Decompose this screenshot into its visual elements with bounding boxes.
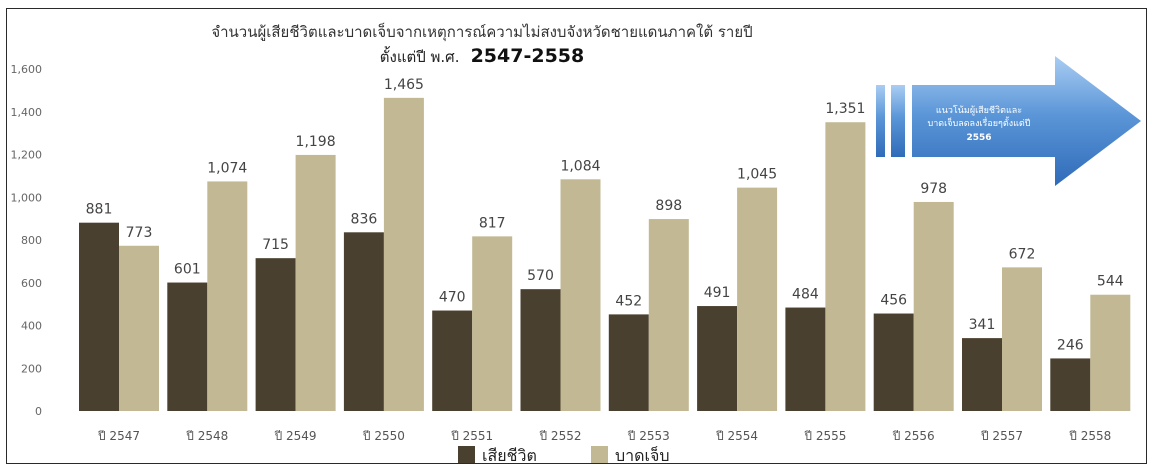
legend-swatch-deaths xyxy=(458,446,475,463)
y-tick-label: 1,600 xyxy=(11,63,43,76)
chart-subtitle: ตั้งแต่ปี พ.ศ. 2547-2558 xyxy=(380,45,584,67)
bar-injuries xyxy=(295,154,336,412)
x-tick-label: ปี 2548 xyxy=(186,429,229,443)
data-label-injuries: 1,198 xyxy=(296,134,336,150)
bar-injuries xyxy=(119,245,159,411)
bar-injuries xyxy=(1090,294,1131,411)
x-tick-label: ปี 2558 xyxy=(1069,429,1112,443)
data-label-injuries: 1,084 xyxy=(560,158,600,174)
bar-deaths xyxy=(167,282,208,411)
bar-injuries xyxy=(825,122,866,411)
data-label-deaths: 341 xyxy=(969,317,996,333)
x-tick-label: ปี 2550 xyxy=(362,429,405,443)
x-tick-label: ปี 2554 xyxy=(716,429,759,443)
data-label-deaths: 601 xyxy=(174,262,201,278)
x-axis: ปี 2547 ปี 2548 ปี 2549 ปี 2550 ปี 2551 ปี 25… xyxy=(97,429,1111,443)
data-label-injuries: 817 xyxy=(479,215,506,231)
chart-frame: จำนวนผู้เสียชีวิตและบาดเจ็บจากเหตุการณ์ค… xyxy=(6,8,1147,465)
x-tick-label: ปี 2556 xyxy=(892,429,935,443)
bar-deaths xyxy=(255,258,296,411)
data-label-deaths: 881 xyxy=(86,202,113,218)
y-tick-label: 1,400 xyxy=(11,106,43,119)
bar-injuries xyxy=(913,201,954,411)
data-label-deaths: 456 xyxy=(880,293,907,309)
data-label-deaths: 491 xyxy=(704,285,731,301)
bar-injuries xyxy=(560,179,601,411)
x-tick-label: ปี 2547 xyxy=(97,429,140,443)
legend-swatch-injuries xyxy=(591,446,608,463)
y-axis: 0 200 400 600 800 1,000 1,200 1,400 1,600 xyxy=(11,63,43,418)
legend-label-injuries: บาดเจ็บ xyxy=(615,445,670,465)
x-tick-label: ปี 2549 xyxy=(274,429,317,443)
bar-deaths xyxy=(962,338,1002,411)
bar-deaths xyxy=(873,313,914,411)
x-tick-label: ปี 2553 xyxy=(627,429,670,443)
y-tick-label: 800 xyxy=(21,234,42,247)
data-label-deaths: 470 xyxy=(439,290,466,306)
callout-line-3: 2556 xyxy=(966,133,991,143)
data-label-injuries: 978 xyxy=(920,181,947,197)
callout-stripe-1 xyxy=(876,85,885,157)
y-tick-label: 1,000 xyxy=(11,191,43,204)
y-tick-label: 0 xyxy=(35,405,42,418)
bar-injuries xyxy=(648,219,689,411)
x-tick-label: ปี 2555 xyxy=(804,429,847,443)
data-label-injuries: 1,351 xyxy=(825,101,865,117)
x-tick-label: ปี 2557 xyxy=(980,429,1023,443)
callout-arrow xyxy=(912,56,1141,186)
callout-line-2: บาดเจ็บลดลงเรื่อยๆตั้งแต่ปี xyxy=(928,116,1031,129)
bar-injuries xyxy=(383,97,424,411)
data-label-injuries: 773 xyxy=(126,225,153,241)
bar-deaths xyxy=(432,310,473,411)
data-label-deaths: 246 xyxy=(1057,337,1084,353)
legend-label-deaths: เสียชีวิต xyxy=(482,446,537,465)
bar-deaths xyxy=(785,307,826,411)
callout-line-1: แนวโน้มผู้เสียชีวิตและ xyxy=(936,105,1022,116)
data-label-injuries: 898 xyxy=(655,198,682,214)
y-tick-label: 1,200 xyxy=(11,149,43,162)
data-label-injuries: 1,465 xyxy=(384,77,424,93)
y-tick-label: 600 xyxy=(21,277,42,290)
x-tick-label: ปี 2551 xyxy=(451,429,494,443)
chart-subtitle-years: 2547-2558 xyxy=(471,45,585,67)
bar-series: 881 773 601 1,074 715 1,198 836 1,465 470 817 570 1… xyxy=(79,77,1131,412)
bar-chart: จำนวนผู้เสียชีวิตและบาดเจ็บจากเหตุการณ์ค… xyxy=(11,22,1141,465)
callout-stripe-2 xyxy=(891,85,905,157)
data-label-deaths: 715 xyxy=(262,237,289,253)
data-label-injuries: 672 xyxy=(1009,246,1036,262)
data-label-deaths: 484 xyxy=(792,287,819,303)
legend: เสียชีวิต บาดเจ็บ xyxy=(458,445,670,465)
bar-deaths xyxy=(343,232,384,411)
bar-injuries xyxy=(737,187,778,411)
bar-deaths xyxy=(520,289,561,411)
data-label-deaths: 570 xyxy=(527,268,554,284)
data-label-injuries: 544 xyxy=(1097,274,1124,290)
bar-deaths xyxy=(697,306,738,411)
data-label-deaths: 836 xyxy=(351,211,378,227)
y-tick-label: 200 xyxy=(21,362,42,375)
bar-deaths xyxy=(79,222,119,411)
bar-injuries xyxy=(472,236,513,411)
bar-deaths xyxy=(608,314,649,411)
bar-injuries xyxy=(1002,267,1042,411)
chart-subtitle-prefix: ตั้งแต่ปี พ.ศ. xyxy=(380,46,460,66)
data-label-injuries: 1,074 xyxy=(207,160,247,176)
y-tick-label: 400 xyxy=(21,320,42,333)
bar-deaths xyxy=(1050,358,1091,411)
trend-callout: แนวโน้มผู้เสียชีวิตและ บาดเจ็บลดลงเรื่อย… xyxy=(876,56,1141,186)
x-tick-label: ปี 2552 xyxy=(539,429,582,443)
chart-title: จำนวนผู้เสียชีวิตและบาดเจ็บจากเหตุการณ์ค… xyxy=(211,22,752,42)
data-label-injuries: 1,045 xyxy=(737,167,777,183)
bar-injuries xyxy=(207,181,248,411)
data-label-deaths: 452 xyxy=(615,293,642,309)
